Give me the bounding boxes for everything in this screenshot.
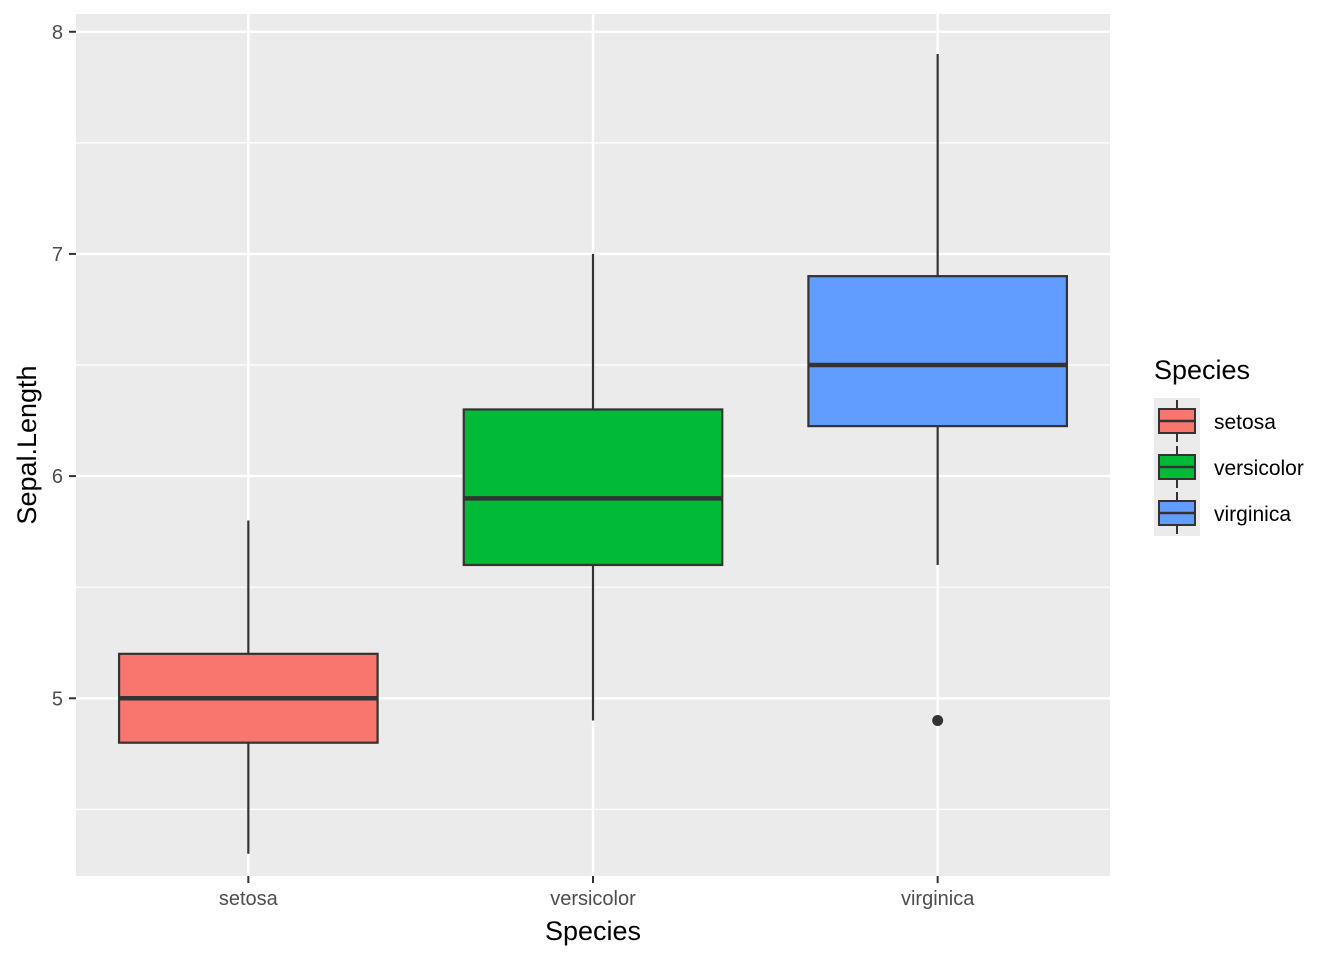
legend-title: Species <box>1154 355 1250 385</box>
box-body <box>462 408 724 567</box>
x-tick-label: versicolor <box>550 888 636 910</box>
x-axis: setosa versicolor virginica <box>219 876 975 910</box>
legend-label: virginica <box>1214 503 1291 526</box>
legend-item-setosa: setosa <box>1154 398 1276 444</box>
legend-label: versicolor <box>1214 457 1304 480</box>
y-axis-title: Sepal.Length <box>12 365 42 524</box>
x-tick-label: virginica <box>901 888 975 910</box>
legend-item-versicolor: versicolor <box>1154 444 1304 490</box>
legend: Species setosa versicolor virginica <box>1154 355 1304 536</box>
legend-item-virginica: virginica <box>1154 490 1291 536</box>
y-tick-label: 6 <box>52 466 63 488</box>
y-tick-label: 7 <box>52 244 63 266</box>
x-axis-title: Species <box>545 916 641 946</box>
box-versicolor <box>462 253 724 721</box>
x-tick-label: setosa <box>219 888 279 910</box>
box-virginica <box>807 53 1069 726</box>
y-axis: 5 6 7 8 <box>52 22 76 710</box>
outlier-point <box>932 714 944 726</box>
y-tick-label: 8 <box>52 22 63 44</box>
y-tick-label: 5 <box>52 688 63 710</box>
box-body <box>807 275 1069 428</box>
legend-label: setosa <box>1214 411 1276 434</box>
box-setosa <box>117 520 379 854</box>
boxes-layer <box>117 53 1069 854</box>
